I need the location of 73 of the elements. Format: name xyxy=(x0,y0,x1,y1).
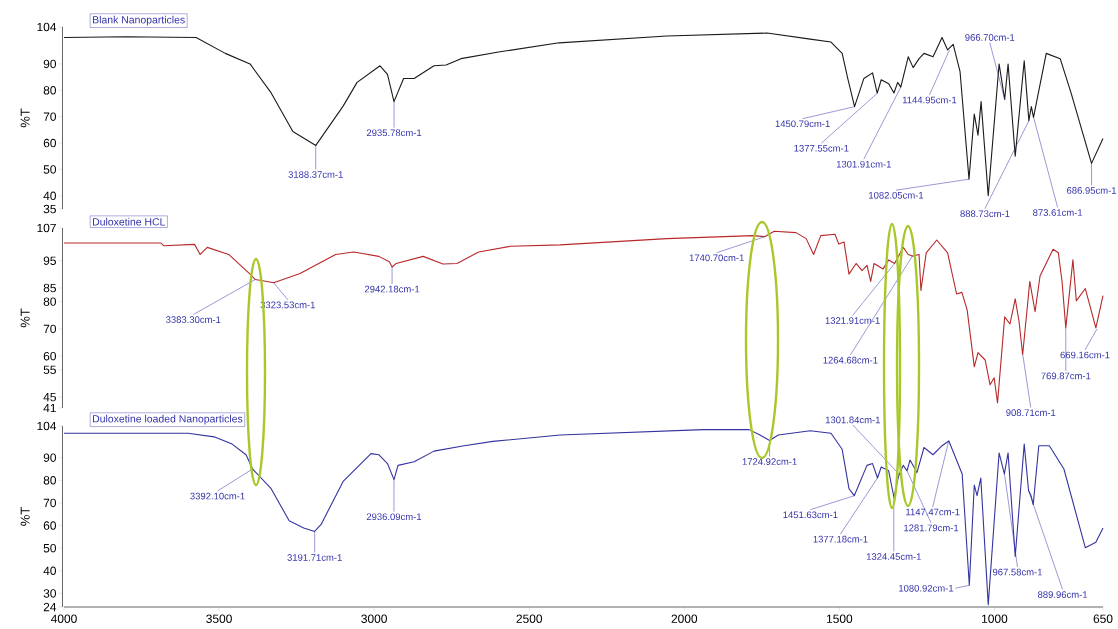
annotation: 1321.91cm-1 xyxy=(825,317,880,324)
annotation: 1301.91cm-1 xyxy=(836,160,891,168)
x-tick-label: 650 xyxy=(1093,614,1113,623)
x-tick-label: 3000 xyxy=(361,614,387,623)
y-tick-label: 80 xyxy=(43,86,56,95)
series-label: Duloxetine HCL xyxy=(93,217,166,226)
y-tick-label: 35 xyxy=(43,204,56,214)
x-tick-label: 4000 xyxy=(50,614,77,623)
y-tick-label: 60 xyxy=(43,521,56,530)
annotation: 1264.68cm-1 xyxy=(823,356,878,364)
y-tick-label: 30 xyxy=(43,589,56,598)
y-tick-label: 70 xyxy=(43,112,56,121)
y-tick-label: 40 xyxy=(43,191,56,201)
annotation: 686.95cm-1 xyxy=(1067,187,1117,194)
y-tick-label: 90 xyxy=(43,453,56,462)
annotation: 1740.70cm-1 xyxy=(689,254,744,262)
annotation: 1724.92cm-1 xyxy=(742,458,797,465)
y-tick-label: 55 xyxy=(43,365,56,374)
annotation: 889.96cm-1 xyxy=(1037,591,1088,598)
y-tick-label: 50 xyxy=(43,543,56,553)
y-tick-label: 107 xyxy=(37,223,56,233)
annotation: 1281.79cm-1 xyxy=(904,524,959,532)
annotation: 873.61cm-1 xyxy=(1033,209,1083,216)
y-tick-label: 104 xyxy=(37,421,57,431)
annotation: 1144.95cm-1 xyxy=(902,96,957,104)
annotation: 2935.78cm-1 xyxy=(366,129,422,137)
annotation: 1324.45cm-1 xyxy=(866,553,921,560)
y-tick-label: 104 xyxy=(37,22,57,32)
annotation: 3191.71cm-1 xyxy=(287,554,342,561)
y-tick-label: 70 xyxy=(43,324,56,334)
annotation: 1451.63cm-1 xyxy=(783,511,838,519)
y-tick-label: 40 xyxy=(43,566,56,576)
annotation: 3383.30cm-1 xyxy=(165,316,221,323)
annotation: 908.71cm-1 xyxy=(1006,409,1056,416)
y-tick-label: 85 xyxy=(43,283,56,293)
y-tick-label: 60 xyxy=(43,351,56,361)
y-tick-label: 80 xyxy=(43,476,56,485)
y-tick-label: 70 xyxy=(43,498,56,508)
annotation: 966.70cm-1 xyxy=(965,34,1015,41)
y-tick-label: 45 xyxy=(43,392,56,402)
y-tick-label: 50 xyxy=(43,165,56,174)
annotation: 2936.09cm-1 xyxy=(366,513,422,521)
annotation: 3392.10cm-1 xyxy=(190,492,245,500)
x-tick-label: 1000 xyxy=(982,614,1008,623)
y-axis-title: %T xyxy=(20,108,30,128)
x-tick-label: 1500 xyxy=(826,614,853,623)
series-label: Duloxetine loaded Nanoparticles xyxy=(93,414,243,425)
annotation: 1147.47cm-1 xyxy=(906,508,960,516)
y-tick-label: 80 xyxy=(43,297,56,306)
line-series xyxy=(63,429,1104,606)
annotation: 1301.84cm-1 xyxy=(825,416,880,424)
x-tick-label: 2500 xyxy=(516,614,543,623)
annotation: 1377.18cm-1 xyxy=(813,535,868,543)
annotation: 769.87cm-1 xyxy=(1041,372,1091,380)
y-tick-label: 60 xyxy=(43,138,56,148)
annotation: 3188.37cm-1 xyxy=(288,171,343,178)
series-label: Blank Nanoparticles xyxy=(93,15,185,26)
annotation: 669.16cm-1 xyxy=(1060,351,1110,359)
y-tick-label: 90 xyxy=(43,59,56,69)
annotation: 888.73cm-1 xyxy=(960,210,1010,218)
y-axis-title: %T xyxy=(20,507,30,526)
annotation: 1450.79cm-1 xyxy=(775,120,830,128)
x-tick-label: 2000 xyxy=(671,614,698,623)
x-tick-label: 3500 xyxy=(206,614,232,623)
annotation: 1377.55cm-1 xyxy=(794,144,849,152)
annotation: 1082.05cm-1 xyxy=(869,191,924,199)
y-tick-label: 95 xyxy=(43,256,56,265)
y-tick-label: 24 xyxy=(43,602,57,612)
annotation: 967.58cm-1 xyxy=(992,568,1043,576)
annotation: 2942.18cm-1 xyxy=(364,285,420,293)
annotation: 1080.92cm-1 xyxy=(899,584,954,592)
y-axis-title: %T xyxy=(20,308,30,328)
y-tick-label: 41 xyxy=(43,403,56,413)
